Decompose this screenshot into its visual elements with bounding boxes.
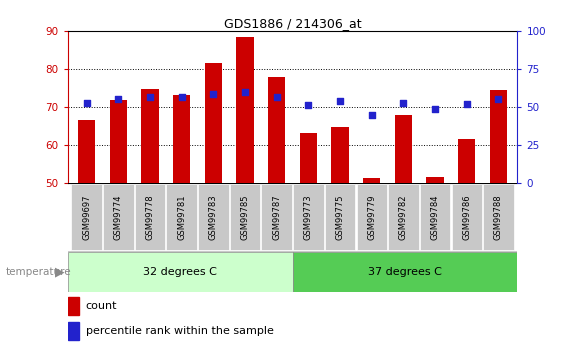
Bar: [426, 177, 444, 183]
Point: [462, 101, 472, 107]
Point: [240, 89, 250, 95]
Text: GSM99779: GSM99779: [368, 195, 376, 240]
Text: GSM99784: GSM99784: [430, 195, 440, 240]
FancyBboxPatch shape: [103, 184, 133, 250]
FancyBboxPatch shape: [483, 184, 514, 250]
Text: GSM99697: GSM99697: [82, 195, 91, 240]
Text: GSM99788: GSM99788: [494, 195, 503, 240]
FancyBboxPatch shape: [356, 184, 387, 250]
Text: GSM99782: GSM99782: [399, 195, 408, 240]
FancyBboxPatch shape: [68, 252, 293, 292]
FancyBboxPatch shape: [230, 184, 260, 250]
FancyBboxPatch shape: [198, 184, 229, 250]
Point: [113, 97, 123, 102]
Text: temperature: temperature: [6, 267, 72, 277]
Point: [367, 112, 376, 117]
FancyBboxPatch shape: [71, 184, 102, 250]
Bar: [395, 115, 412, 183]
Bar: [109, 100, 127, 183]
Bar: [68, 297, 79, 315]
Bar: [331, 127, 349, 183]
Bar: [68, 323, 79, 340]
Title: GDS1886 / 214306_at: GDS1886 / 214306_at: [223, 17, 362, 30]
Bar: [236, 37, 254, 183]
Text: GSM99786: GSM99786: [462, 195, 471, 240]
Point: [82, 100, 91, 106]
Text: GSM99773: GSM99773: [304, 195, 313, 240]
Point: [399, 100, 408, 106]
Text: ▶: ▶: [55, 265, 65, 278]
Point: [209, 91, 218, 97]
Bar: [205, 63, 222, 183]
Text: GSM99775: GSM99775: [336, 195, 345, 240]
Bar: [173, 95, 191, 183]
Point: [335, 99, 345, 104]
Text: 32 degrees C: 32 degrees C: [143, 267, 217, 277]
Point: [177, 95, 186, 100]
Point: [494, 97, 503, 102]
Bar: [268, 77, 285, 183]
Text: GSM99774: GSM99774: [114, 195, 123, 240]
FancyBboxPatch shape: [166, 184, 197, 250]
Point: [272, 95, 282, 100]
Text: GSM99785: GSM99785: [240, 195, 249, 240]
FancyBboxPatch shape: [135, 184, 165, 250]
Text: GSM99787: GSM99787: [272, 195, 281, 240]
Text: GSM99778: GSM99778: [145, 195, 155, 240]
Text: 37 degrees C: 37 degrees C: [368, 267, 442, 277]
Bar: [78, 120, 95, 183]
Bar: [490, 90, 507, 183]
Text: percentile rank within the sample: percentile rank within the sample: [86, 326, 273, 336]
Bar: [458, 139, 476, 183]
FancyBboxPatch shape: [325, 184, 355, 250]
Text: count: count: [86, 302, 117, 312]
Bar: [141, 89, 159, 183]
Text: GSM99783: GSM99783: [209, 195, 218, 240]
FancyBboxPatch shape: [262, 184, 292, 250]
FancyBboxPatch shape: [293, 252, 517, 292]
Bar: [300, 133, 317, 183]
Point: [430, 106, 440, 112]
FancyBboxPatch shape: [452, 184, 482, 250]
FancyBboxPatch shape: [420, 184, 450, 250]
Point: [145, 95, 155, 100]
FancyBboxPatch shape: [388, 184, 419, 250]
FancyBboxPatch shape: [293, 184, 323, 250]
Bar: [363, 178, 380, 183]
Point: [303, 102, 313, 108]
Text: GSM99781: GSM99781: [177, 195, 186, 240]
